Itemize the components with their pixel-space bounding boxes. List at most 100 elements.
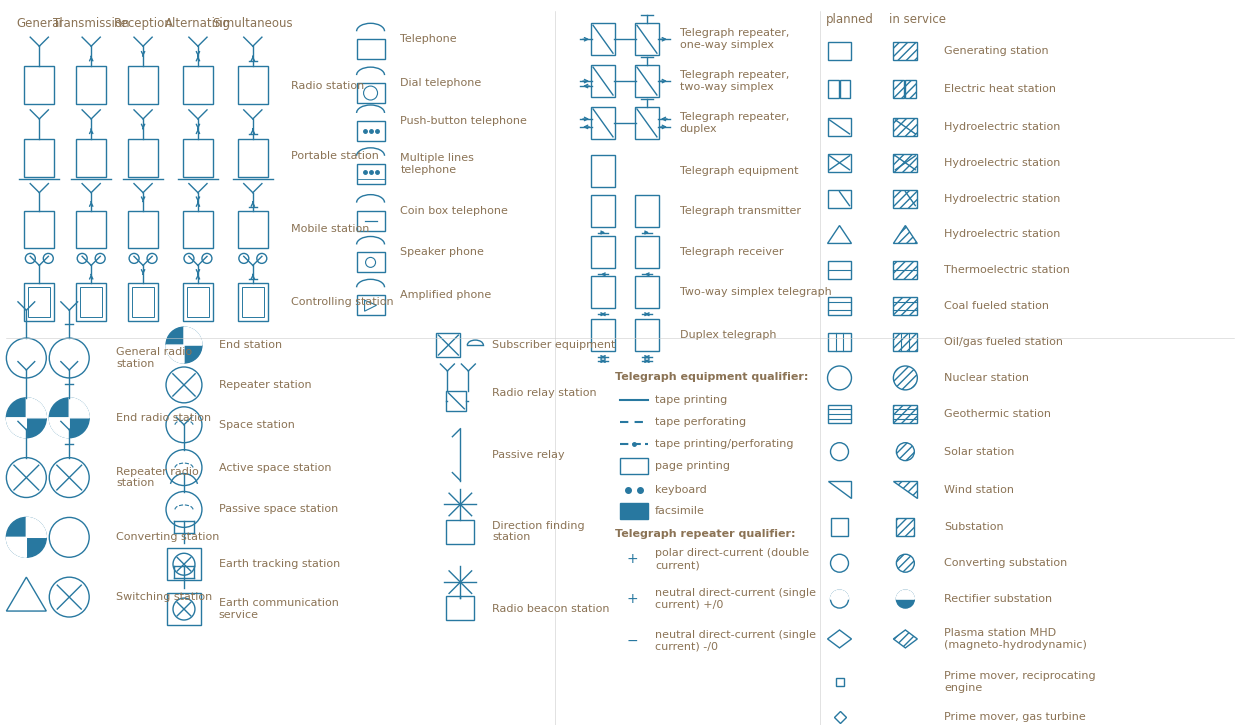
Wedge shape	[184, 327, 202, 345]
Text: Passive relay: Passive relay	[492, 449, 565, 460]
Circle shape	[6, 518, 46, 558]
Bar	[893, 42, 918, 60]
Polygon shape	[893, 226, 918, 243]
Bar	[238, 211, 268, 248]
Bar	[827, 405, 852, 423]
Text: +: +	[626, 552, 637, 566]
Text: Multiple lines
telephone: Multiple lines telephone	[401, 153, 475, 174]
Bar	[591, 237, 615, 269]
Wedge shape	[69, 398, 89, 417]
Bar	[893, 154, 918, 172]
Text: Converting substation: Converting substation	[945, 558, 1068, 568]
Text: Coin box telephone: Coin box telephone	[401, 205, 508, 216]
Bar	[893, 261, 918, 280]
Bar	[128, 283, 157, 321]
Text: Prime mover, reciprocating
engine: Prime mover, reciprocating engine	[945, 671, 1096, 693]
Bar	[893, 80, 904, 98]
Bar	[81, 287, 102, 317]
Text: Thermoelectric station: Thermoelectric station	[945, 266, 1070, 275]
Circle shape	[166, 367, 202, 403]
Bar	[635, 237, 658, 269]
Circle shape	[897, 443, 914, 460]
Text: +: +	[626, 592, 637, 606]
Circle shape	[166, 449, 202, 486]
Bar	[238, 139, 268, 176]
Text: Coal fueled station: Coal fueled station	[945, 301, 1049, 311]
Circle shape	[184, 253, 193, 264]
Text: Telegraph transmitter: Telegraph transmitter	[680, 205, 801, 216]
Text: Telegraph equipment qualifier:: Telegraph equipment qualifier:	[615, 372, 808, 382]
Bar	[620, 503, 649, 519]
Text: Repeater radio
station: Repeater radio station	[117, 467, 198, 489]
Bar	[620, 457, 649, 473]
Text: Telegraph receiver: Telegraph receiver	[680, 248, 784, 258]
Bar	[893, 297, 918, 315]
Bar	[591, 23, 615, 55]
Text: Radio station: Radio station	[290, 81, 365, 91]
Bar	[76, 211, 107, 248]
Bar	[635, 319, 658, 351]
Text: Speaker phone: Speaker phone	[401, 248, 485, 258]
Bar	[893, 118, 918, 136]
Circle shape	[43, 253, 53, 264]
Text: Dial telephone: Dial telephone	[401, 78, 482, 88]
Bar	[76, 139, 107, 176]
Text: facsimile: facsimile	[655, 507, 704, 516]
Bar	[635, 107, 658, 139]
Circle shape	[831, 590, 848, 608]
Text: Alternating: Alternating	[165, 17, 231, 30]
Bar	[128, 66, 157, 104]
Wedge shape	[26, 398, 46, 417]
Polygon shape	[6, 577, 46, 611]
Bar	[76, 66, 107, 104]
Text: Wind station: Wind station	[945, 484, 1014, 494]
Bar	[357, 253, 384, 272]
Text: Direction finding
station: Direction finding station	[492, 521, 585, 542]
Text: Telegraph repeater qualifier:: Telegraph repeater qualifier:	[615, 529, 796, 539]
Circle shape	[148, 253, 157, 264]
Bar	[357, 121, 384, 141]
Circle shape	[174, 598, 195, 620]
Circle shape	[202, 253, 212, 264]
Text: tape perforating: tape perforating	[655, 417, 746, 427]
Bar	[893, 189, 918, 208]
Bar	[591, 155, 615, 187]
Bar	[591, 195, 615, 227]
Circle shape	[25, 253, 35, 264]
Bar	[827, 80, 838, 98]
Text: Solar station: Solar station	[945, 446, 1014, 457]
Bar	[357, 39, 384, 59]
Text: Active space station: Active space station	[219, 462, 331, 473]
Text: Simultaneous: Simultaneous	[212, 17, 293, 30]
Text: page printing: page printing	[655, 460, 730, 470]
Text: Telegraph equipment: Telegraph equipment	[680, 166, 799, 176]
Bar	[242, 287, 264, 317]
Text: Substation: Substation	[945, 523, 1004, 532]
Text: Electric heat station: Electric heat station	[945, 84, 1056, 94]
Circle shape	[50, 518, 89, 558]
Wedge shape	[831, 590, 848, 599]
Bar	[827, 118, 852, 136]
Circle shape	[166, 407, 202, 443]
Text: neutral direct-current (single
current) -/0: neutral direct-current (single current) …	[655, 630, 816, 652]
Circle shape	[174, 553, 195, 575]
Text: Mobile station: Mobile station	[290, 224, 370, 234]
Text: Plasma station MHD
(magneto-hydrodynamic): Plasma station MHD (magneto-hydrodynamic…	[945, 628, 1087, 650]
Bar	[635, 277, 658, 309]
Circle shape	[166, 327, 202, 363]
Bar	[187, 287, 208, 317]
Circle shape	[77, 253, 87, 264]
Bar	[591, 277, 615, 309]
Circle shape	[6, 338, 46, 378]
Wedge shape	[6, 417, 26, 438]
Bar	[635, 23, 658, 55]
Circle shape	[129, 253, 139, 264]
Wedge shape	[50, 417, 69, 438]
Text: General radio
station: General radio station	[117, 347, 192, 369]
Circle shape	[366, 258, 376, 267]
Polygon shape	[827, 630, 852, 648]
Text: End radio station: End radio station	[117, 413, 211, 423]
Text: Generating station: Generating station	[945, 46, 1049, 56]
Text: Prime mover, gas turbine: Prime mover, gas turbine	[945, 711, 1086, 722]
Bar	[25, 66, 55, 104]
